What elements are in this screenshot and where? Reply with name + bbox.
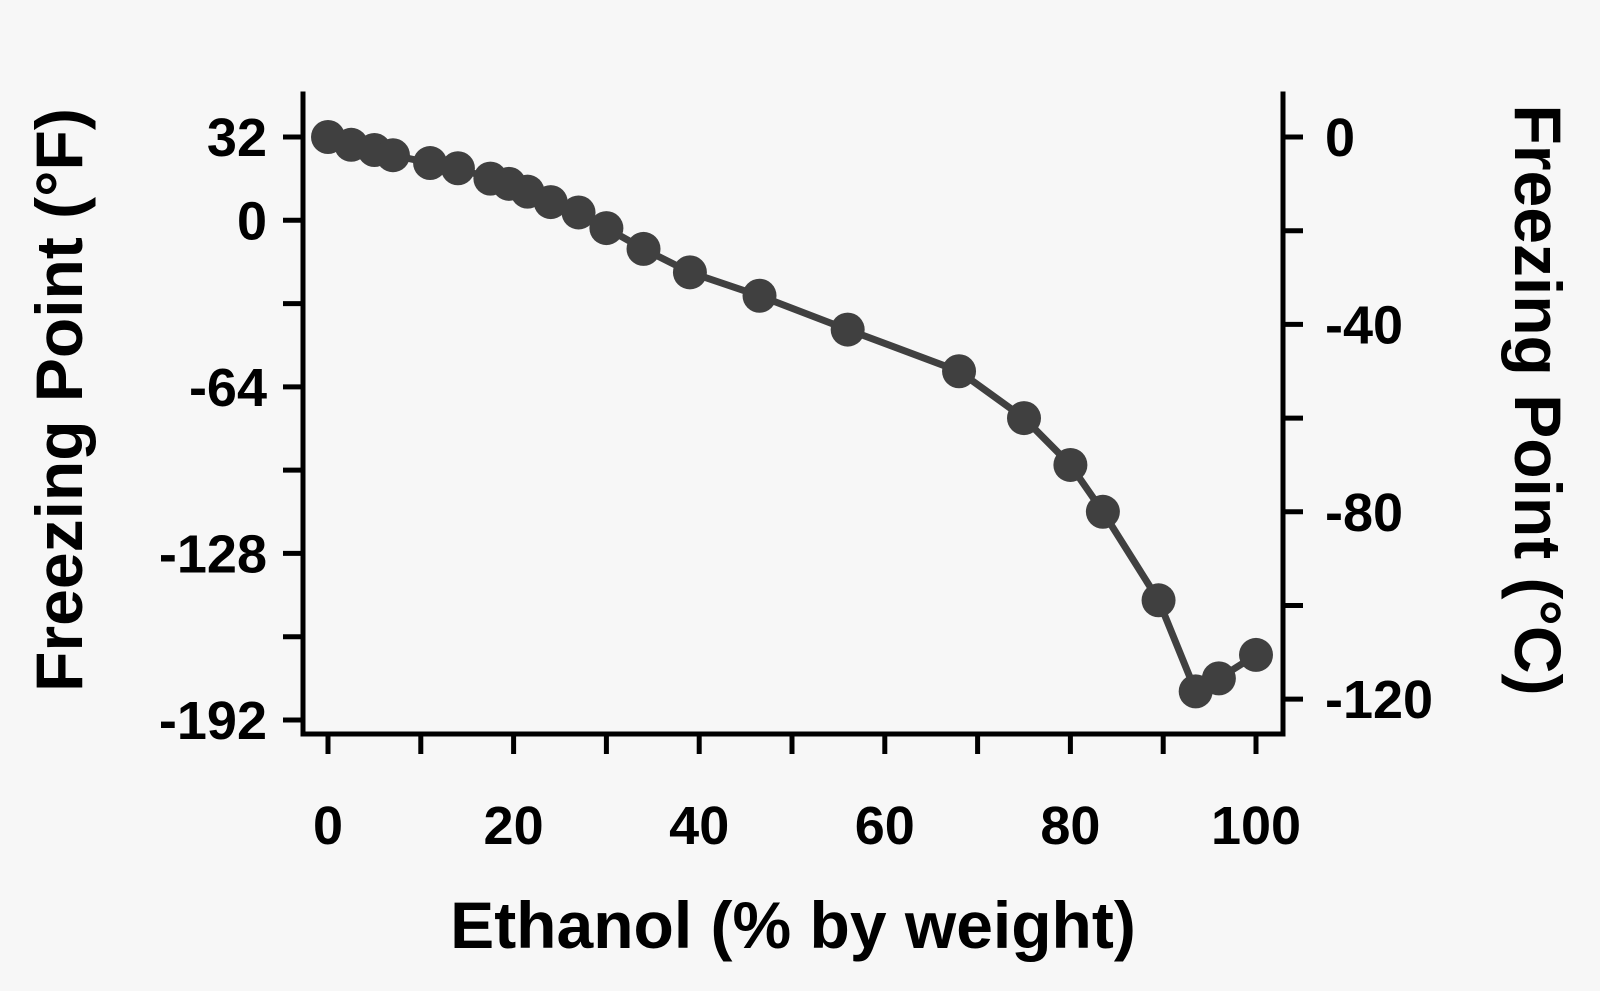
data-point [561, 195, 596, 230]
axes [300, 91, 1286, 737]
y-axis-title-left: Freezing Point (°F) [22, 108, 96, 692]
data-point [942, 354, 977, 389]
y-tick-label-right: 0 [1325, 108, 1355, 168]
x-axis-title: Ethanol (% by weight) [450, 888, 1136, 962]
y-tick-label-left: -64 [189, 358, 267, 418]
y-tick-label-right: -40 [1325, 295, 1403, 355]
data-point [742, 278, 777, 313]
x-tick-label: 100 [1211, 796, 1301, 856]
data-point [1239, 637, 1273, 672]
x-tick-label: 0 [313, 796, 343, 856]
data-point [1007, 401, 1041, 436]
data-point [413, 146, 448, 181]
data-point [440, 151, 475, 186]
data-point [1201, 661, 1236, 696]
y-axis-title-right: Freezing Point (°C) [1501, 104, 1575, 695]
ticks [283, 134, 1303, 754]
y-tick-label-left: -128 [159, 524, 267, 584]
x-tick-label: 40 [669, 796, 729, 856]
data-point [672, 255, 707, 290]
x-tick-label: 60 [855, 796, 915, 856]
tick-labels: 32 0 -64 -128 -192 0 -40 -80 -120 0 20 40 60 80 100 [159, 108, 1433, 856]
plot-area [311, 120, 1273, 709]
data-point [533, 185, 568, 220]
data-point [1141, 583, 1176, 618]
x-tick-label: 20 [484, 796, 544, 856]
data-point [375, 138, 410, 173]
y-tick-label-right: -80 [1325, 483, 1403, 543]
x-tick-label: 80 [1040, 796, 1100, 856]
data-point [830, 312, 865, 347]
series-line [326, 133, 1258, 695]
y-tick-label-left: 0 [237, 191, 267, 251]
data-point [589, 211, 624, 246]
y-tick-label-left: -192 [159, 691, 267, 751]
data-point [1053, 447, 1088, 482]
y-tick-label-left: 32 [207, 108, 267, 168]
y-tick-label-right: -120 [1325, 670, 1433, 730]
data-point [1085, 494, 1120, 529]
data-point [626, 231, 661, 266]
